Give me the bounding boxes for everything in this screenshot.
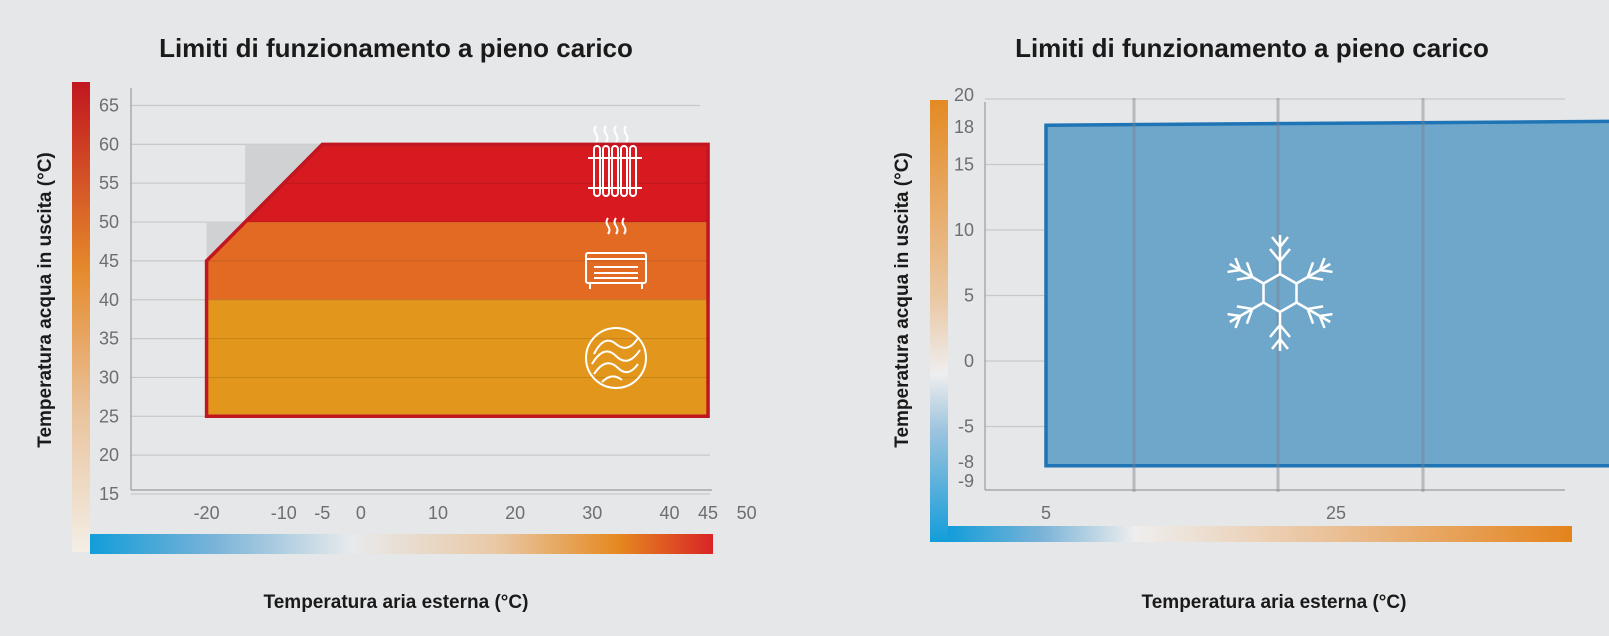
y-tick-label: -9: [958, 471, 974, 491]
y-tick-label: 40: [99, 290, 119, 310]
cooling-chart: Limiti di funzionamento a pieno carico T…: [892, 33, 1609, 613]
band-floor-heating: [206, 299, 709, 417]
y-tick-label: 35: [99, 329, 119, 349]
plot-areas: [204, 142, 710, 419]
x-tick-label: 25: [1326, 503, 1346, 523]
operating-envelope: [1044, 119, 1609, 468]
x-tick-label: 5: [1041, 503, 1051, 523]
x-tick-labels: 5254550: [1041, 503, 1346, 523]
y-tick-label: 20: [954, 85, 974, 105]
x-axis-title: Temperatura aria esterna (°C): [264, 592, 529, 613]
x-tick-label: -20: [194, 503, 220, 523]
y-tick-label: 18: [954, 117, 974, 137]
x-tick-labels: -20 -10 -5 0 10 20 30 40 45 50: [194, 503, 757, 523]
y-tick-label: -8: [958, 452, 974, 472]
x-axis-gradient-bar: [90, 534, 713, 554]
x-tick-label: 10: [428, 503, 448, 523]
x-tick-label: 30: [582, 503, 602, 523]
icons: [585, 125, 647, 389]
y-tick-label: 60: [99, 134, 119, 154]
y-tick-label: 55: [99, 173, 119, 193]
y-tick-labels: 15 20 25 30 35 40 45 50 55 60 65: [99, 96, 119, 505]
x-tick-label: 20: [505, 503, 525, 523]
y-tick-labels: -9-8 -5 0 5 10 15 18 20: [954, 85, 974, 491]
y-tick-label: 20: [99, 445, 119, 465]
y-tick-label: 0: [964, 351, 974, 371]
x-tick-label: -10: [271, 503, 297, 523]
chart-title: Limiti di funzionamento a pieno carico: [159, 33, 633, 63]
y-tick-label: -5: [958, 417, 974, 437]
x-axis-gradient-bar: [948, 526, 1572, 542]
chart-title: Limiti di funzionamento a pieno carico: [1015, 33, 1489, 63]
y-tick-label: 10: [954, 220, 974, 240]
x-tick-label: 0: [356, 503, 366, 523]
x-tick-label: 45: [698, 503, 718, 523]
plot-areas: [1044, 119, 1609, 468]
y-tick-label: 15: [99, 484, 119, 504]
y-tick-label: 50: [99, 212, 119, 232]
y-tick-label: 30: [99, 367, 119, 387]
y-tick-label: 25: [99, 406, 119, 426]
y-tick-label: 65: [99, 96, 119, 116]
x-axis-title: Temperatura aria esterna (°C): [1142, 592, 1407, 613]
y-axis-title: Temperatura acqua in uscita (°C): [892, 152, 913, 447]
x-tick-label: -5: [314, 503, 330, 523]
y-tick-label: 5: [964, 286, 974, 306]
y-tick-label: 15: [954, 155, 974, 175]
y-tick-label: 45: [99, 251, 119, 271]
y-axis-title: Temperatura acqua in uscita (°C): [35, 152, 56, 447]
fan-coil-icon: [585, 217, 647, 289]
heating-chart: Limiti di funzionamento a pieno carico T…: [35, 33, 757, 613]
floor-heating-icon: [585, 327, 647, 389]
operating-envelope: [204, 142, 710, 419]
snowflake-icon: [1227, 235, 1333, 351]
vertical-gridlines: [1132, 98, 1425, 492]
x-tick-label: 50: [737, 503, 757, 523]
y-axis-gradient-bar: [72, 82, 90, 552]
band-fan-coil: [206, 222, 709, 300]
y-axis-gradient-bar: [930, 100, 948, 542]
radiator-icon: [588, 125, 642, 197]
x-tick-label: 40: [659, 503, 679, 523]
